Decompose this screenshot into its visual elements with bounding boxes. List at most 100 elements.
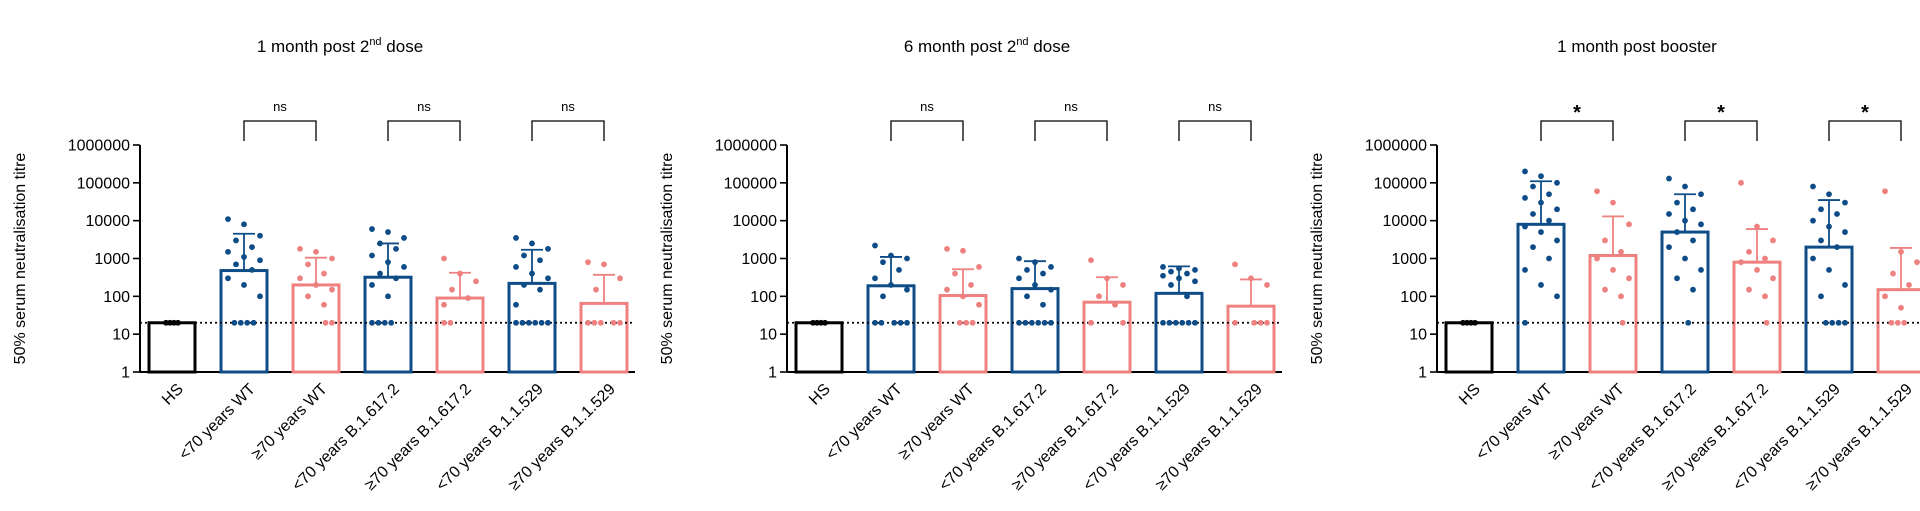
data-point <box>369 282 375 288</box>
bar-1 <box>1444 321 1494 374</box>
y-tick-label: 10 <box>759 327 777 344</box>
data-point <box>167 319 173 326</box>
data-point <box>377 270 383 277</box>
x-category-label: <70 years WT <box>176 381 259 464</box>
data-point <box>441 255 447 262</box>
data-point <box>1016 319 1022 326</box>
data-point <box>329 286 335 293</box>
chart-title-end: dose <box>1029 37 1071 56</box>
bar-3 <box>291 283 341 374</box>
data-point <box>1530 183 1536 190</box>
data-point <box>1746 286 1752 293</box>
data-point <box>1770 237 1776 244</box>
data-point <box>1906 282 1912 288</box>
y-tick-label: 100 <box>1400 289 1427 306</box>
chart-panel-2: 6 month post 2nd dose 50% serum neutralis… <box>659 36 1282 494</box>
y-tick-label: 1 <box>121 365 130 382</box>
data-point <box>1048 263 1054 270</box>
x-category-label: HS <box>1456 381 1484 409</box>
data-point <box>1538 173 1544 180</box>
data-point <box>545 275 551 282</box>
data-point <box>1264 319 1270 326</box>
data-point <box>1690 286 1696 293</box>
data-point <box>1770 275 1776 282</box>
data-point <box>441 319 447 326</box>
data-point <box>525 319 532 326</box>
data-point <box>1176 275 1182 282</box>
data-point <box>313 282 319 288</box>
chart-title-end: dose <box>382 37 424 56</box>
x-category-label: <70 years WT <box>1473 381 1556 464</box>
bar-7 <box>579 301 629 374</box>
data-point <box>225 248 231 255</box>
data-point <box>441 301 447 308</box>
chart-panel-3: 1 month post booster 50% serum neutralisa… <box>1309 37 1920 494</box>
data-point <box>538 319 545 326</box>
data-point <box>449 286 455 293</box>
data-point <box>1172 319 1179 326</box>
data-point <box>1022 319 1029 326</box>
y-tick-label: 10000 <box>733 213 778 230</box>
data-point <box>897 319 904 326</box>
data-point <box>297 275 303 282</box>
data-point <box>1546 255 1552 262</box>
data-point <box>1682 183 1688 190</box>
data-point <box>1554 293 1560 300</box>
data-point <box>297 245 303 252</box>
data-point <box>1192 278 1198 285</box>
data-point <box>1554 179 1560 186</box>
data-point <box>329 255 335 262</box>
data-point <box>163 319 169 326</box>
data-point <box>1842 282 1848 288</box>
data-point <box>1176 265 1182 272</box>
bar-6 <box>1154 291 1204 374</box>
y-tick-label: 10 <box>112 327 130 344</box>
data-point <box>963 319 970 326</box>
data-point <box>944 245 950 252</box>
data-point <box>1530 244 1536 251</box>
data-point <box>904 255 910 262</box>
chart-title: 1 month post booster <box>1557 37 1717 56</box>
data-point <box>976 263 982 270</box>
data-point <box>1024 293 1030 300</box>
data-point <box>393 245 399 252</box>
bar-6 <box>1804 245 1854 374</box>
bar-4 <box>1660 230 1710 374</box>
data-point <box>1829 319 1836 326</box>
data-point <box>513 301 519 308</box>
data-point <box>818 319 824 326</box>
data-point <box>369 252 375 259</box>
data-point <box>585 259 591 266</box>
data-point <box>1522 266 1528 273</box>
data-point <box>1016 275 1022 282</box>
data-point <box>249 266 255 273</box>
data-point <box>1882 188 1888 195</box>
significance-bracket <box>890 120 964 141</box>
y-tick-label: 1000000 <box>1365 138 1427 155</box>
significance-bracket <box>531 120 605 141</box>
data-point <box>1522 319 1528 326</box>
data-point <box>1160 272 1166 279</box>
data-point <box>1166 319 1173 326</box>
data-point <box>375 319 382 326</box>
data-point <box>513 263 519 270</box>
data-point <box>969 319 976 326</box>
data-point <box>1618 293 1624 300</box>
significance-label: * <box>1717 102 1725 124</box>
data-point <box>537 286 543 293</box>
data-point <box>1522 223 1528 230</box>
data-point <box>250 319 257 326</box>
y-tick-label: 10000 <box>1383 213 1428 230</box>
data-point <box>597 319 604 326</box>
data-point <box>321 270 327 277</box>
data-point <box>1048 319 1054 326</box>
data-point <box>1738 259 1744 266</box>
data-point <box>1666 244 1672 251</box>
data-point <box>888 252 894 259</box>
data-point <box>1032 282 1038 288</box>
data-point <box>822 319 828 326</box>
data-point <box>1698 191 1704 198</box>
data-point <box>447 319 454 326</box>
bar-1 <box>147 321 197 374</box>
data-point <box>896 266 902 273</box>
